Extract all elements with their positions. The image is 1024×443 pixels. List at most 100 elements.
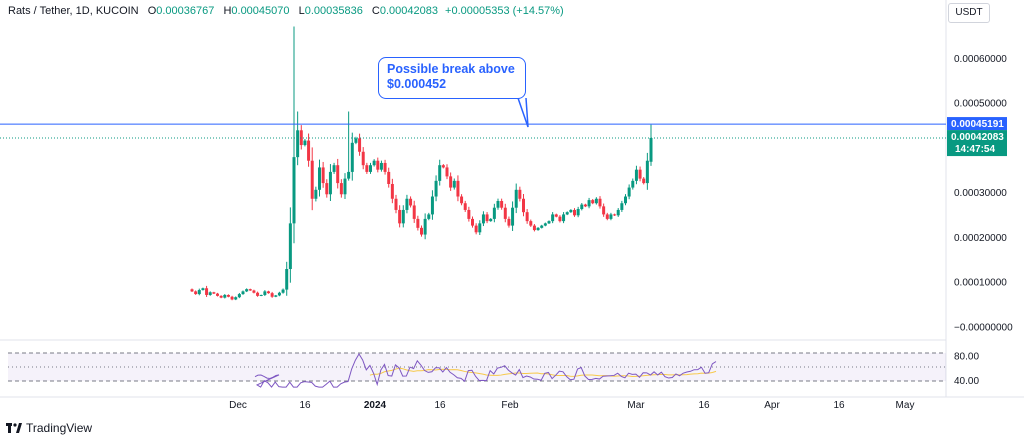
candle <box>387 167 391 188</box>
candle <box>525 209 529 224</box>
candle <box>602 203 606 217</box>
price-axis-label: 0.00010000 <box>954 278 1007 289</box>
candle <box>263 290 267 297</box>
candle <box>507 216 511 228</box>
candle <box>361 147 365 170</box>
candle <box>372 159 376 167</box>
candle <box>452 178 456 190</box>
candle <box>223 294 227 299</box>
candle <box>624 194 627 206</box>
candle <box>307 133 311 167</box>
candle <box>496 198 500 210</box>
callout-pointer <box>517 97 529 128</box>
time-axis[interactable]: Dec 16 2024 16 Feb Mar 16 Apr 16 May <box>229 400 914 411</box>
candle <box>248 288 252 291</box>
candle <box>478 220 482 236</box>
low-value: 0.00035836 <box>304 5 363 17</box>
time-axis-label: Dec <box>229 400 247 411</box>
candle <box>492 203 496 223</box>
candle <box>609 212 613 221</box>
candle <box>205 285 209 297</box>
candle <box>573 208 576 217</box>
time-axis-label: 16 <box>434 400 446 411</box>
time-axis-label: 16 <box>833 400 845 411</box>
candle <box>252 289 256 294</box>
candle <box>605 212 609 221</box>
candle <box>274 294 278 298</box>
low-label: L <box>298 5 305 17</box>
candle <box>219 295 223 299</box>
high-label: H <box>223 5 232 17</box>
candle <box>481 211 485 227</box>
candle <box>430 190 434 220</box>
candle <box>190 288 194 293</box>
annotation-callout[interactable]: Possible break above $0.000452 <box>378 57 526 99</box>
candle <box>503 203 507 223</box>
candle <box>471 216 474 228</box>
candle <box>267 290 270 294</box>
svg-text:0.00042083: 0.00042083 <box>951 132 1004 143</box>
candle <box>569 209 573 213</box>
time-axis-label: Mar <box>627 400 645 411</box>
candle <box>529 219 533 227</box>
resistance-price-tag: 0.00045191 <box>947 117 1007 131</box>
candle <box>390 178 394 204</box>
candle <box>562 212 566 224</box>
candle <box>467 206 471 222</box>
currency-button[interactable]: USDT <box>948 3 990 23</box>
candle <box>245 288 249 293</box>
price-axis[interactable]: 0.00060000 0.00050000 0.00030000 0.00020000… <box>954 54 1013 333</box>
candle <box>460 194 464 206</box>
candle <box>369 162 372 174</box>
candle <box>489 218 493 222</box>
branding[interactable]: TradingView <box>6 421 92 435</box>
candle <box>449 172 453 191</box>
candle <box>620 200 624 212</box>
candle <box>285 261 289 296</box>
candle <box>594 197 598 205</box>
candle <box>423 213 427 240</box>
candle <box>445 164 449 180</box>
candle <box>201 287 205 291</box>
candle <box>522 194 525 217</box>
candle <box>230 295 234 301</box>
rsi-line <box>254 352 717 388</box>
candle <box>576 206 580 218</box>
candle <box>336 158 340 189</box>
candle <box>394 194 398 214</box>
candle <box>256 291 260 297</box>
time-axis-label: 16 <box>698 400 710 411</box>
candle <box>627 184 631 200</box>
candle <box>234 296 238 301</box>
candle <box>543 222 547 227</box>
candle <box>194 290 198 295</box>
candle <box>554 213 558 218</box>
candle <box>634 165 638 185</box>
candle <box>547 220 551 225</box>
open-label: O <box>147 5 157 17</box>
candle <box>580 203 584 211</box>
candle <box>379 160 383 172</box>
svg-text:0.00045191: 0.00045191 <box>951 119 1004 130</box>
candle <box>281 288 285 294</box>
close-value: 0.00042083 <box>379 5 438 17</box>
price-axis-label: 0.00050000 <box>954 99 1007 110</box>
candle <box>514 183 518 214</box>
candle <box>358 133 362 156</box>
candle <box>318 159 321 197</box>
candle <box>277 291 281 297</box>
candle <box>401 205 405 228</box>
candle <box>598 196 602 209</box>
candle <box>288 207 292 283</box>
symbol-name[interactable]: Rats / Tether, 1D, KUCOIN <box>8 5 139 17</box>
rsi-axis-label: 40.00 <box>954 376 979 387</box>
candle <box>343 173 347 199</box>
candle <box>511 201 515 231</box>
brand-name: TradingView <box>26 421 93 435</box>
candle <box>638 166 642 182</box>
candle <box>383 159 387 175</box>
candle <box>405 194 409 214</box>
candle <box>354 136 358 145</box>
candle <box>558 215 562 223</box>
